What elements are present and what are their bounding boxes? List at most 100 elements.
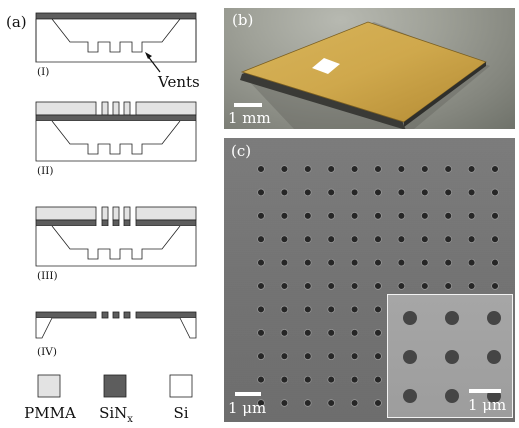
chip-side <box>404 62 486 127</box>
pmma-dot-1 <box>101 101 109 116</box>
hole <box>257 305 265 314</box>
hole <box>257 212 265 220</box>
hole <box>444 235 452 243</box>
hole <box>327 282 335 290</box>
sem-scale-bar <box>235 392 261 396</box>
hole <box>444 188 452 197</box>
hole <box>444 258 452 267</box>
hole <box>257 258 265 267</box>
membrane-window <box>312 58 340 74</box>
hole <box>421 188 429 197</box>
hole <box>374 212 382 220</box>
hole <box>280 235 289 243</box>
sem-image: (c) 1 μm 1 μm <box>224 138 515 422</box>
hole <box>280 188 289 197</box>
sem-scale-label: 1 μm <box>228 399 267 417</box>
hole <box>257 329 265 337</box>
inset-hole <box>403 311 417 325</box>
inset-scale-bar <box>469 389 501 393</box>
hole <box>280 399 289 407</box>
hole <box>374 305 382 314</box>
legend-swatch-pmma <box>37 374 61 398</box>
hole <box>280 375 289 384</box>
hole <box>280 329 289 337</box>
hole <box>304 258 312 267</box>
photo-scale-label: 1 mm <box>228 109 271 127</box>
hole <box>397 258 406 267</box>
hole <box>257 235 265 243</box>
hole <box>467 235 476 243</box>
hole <box>374 258 382 267</box>
legend-label-si: Si <box>173 404 189 422</box>
hole <box>397 235 406 243</box>
hole <box>350 258 359 267</box>
sinx-layer <box>35 12 197 20</box>
cavity-outline <box>51 18 181 53</box>
hole <box>350 305 359 314</box>
hole <box>467 282 476 290</box>
hole <box>350 375 359 384</box>
hole <box>421 258 429 267</box>
hole <box>327 352 335 360</box>
hole <box>304 305 312 314</box>
hole <box>374 235 382 243</box>
hole <box>304 212 312 220</box>
pmma-right <box>135 206 197 221</box>
legend-label-sinx: SiNx <box>99 404 133 425</box>
hole <box>304 375 312 384</box>
hole <box>491 165 499 173</box>
photo-scale-bar <box>234 103 262 107</box>
hole <box>327 375 335 384</box>
hole <box>257 282 265 290</box>
inset-hole <box>403 350 417 364</box>
hole <box>327 212 335 220</box>
hole <box>491 282 499 290</box>
hole <box>350 329 359 337</box>
panel-b-label: (b) <box>232 11 254 29</box>
hole <box>327 329 335 337</box>
hole <box>304 282 312 290</box>
hole <box>374 188 382 197</box>
legend-swatch-sinx <box>103 374 127 398</box>
hole <box>467 258 476 267</box>
hole <box>444 212 452 220</box>
hole <box>304 165 312 173</box>
hole <box>491 188 499 197</box>
hole <box>304 188 312 197</box>
hole <box>304 399 312 407</box>
step-label-1: (I) <box>37 66 50 78</box>
hole <box>304 235 312 243</box>
hole <box>280 212 289 220</box>
hole <box>257 375 265 384</box>
hole <box>397 282 406 290</box>
hole <box>350 165 359 173</box>
hole <box>350 235 359 243</box>
hole <box>280 282 289 290</box>
hole <box>280 258 289 267</box>
step-3-diagram <box>35 206 197 267</box>
hole <box>421 212 429 220</box>
hole <box>327 235 335 243</box>
hole <box>257 188 265 197</box>
hole <box>350 352 359 360</box>
hole <box>374 282 382 290</box>
hole <box>327 305 335 314</box>
hole <box>350 399 359 407</box>
sem-inset: 1 μm <box>387 294 513 418</box>
sinx-layer <box>35 114 197 122</box>
hole <box>280 305 289 314</box>
hole <box>491 235 499 243</box>
hole <box>327 258 335 267</box>
vents-label: Vents <box>158 73 200 91</box>
hole <box>374 399 382 407</box>
inset-hole <box>403 389 417 403</box>
hole <box>421 235 429 243</box>
inset-hole <box>487 311 501 325</box>
hole <box>280 165 289 173</box>
step-label-4: (IV) <box>37 346 57 358</box>
legend-label-pmma: PMMA <box>24 404 76 422</box>
hole <box>327 188 335 197</box>
pmma-right <box>135 101 197 116</box>
hole <box>397 165 406 173</box>
hole <box>257 352 265 360</box>
